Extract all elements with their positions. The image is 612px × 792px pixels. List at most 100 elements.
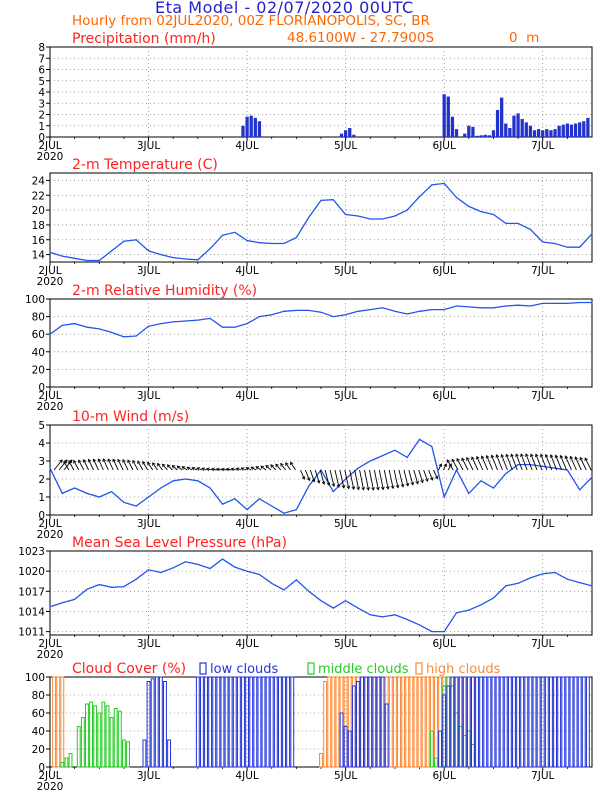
- wind-arrow: [122, 459, 129, 471]
- wind-arrow-head: [132, 459, 136, 464]
- cloud-bar: [528, 676, 533, 768]
- wind-arrow: [442, 463, 447, 471]
- precip-bar: [524, 122, 528, 137]
- wind-arrow: [491, 455, 498, 471]
- wind-arrow-head: [341, 484, 346, 489]
- data-point: [147, 569, 150, 571]
- wind-arrow-head: [456, 458, 460, 462]
- data-point: [74, 323, 76, 325]
- wind-arrow: [481, 455, 489, 471]
- y-tick-label: 7: [38, 53, 45, 65]
- data-point: [147, 496, 150, 498]
- x-tick-label: 2JUL: [38, 140, 61, 152]
- data-point: [381, 455, 384, 457]
- chart-subtitle: Hourly from 02JUL2020, 00Z FLORIANOPOLIS…: [72, 13, 430, 29]
- cloud-bar: [532, 676, 537, 768]
- y-tick-label: 20: [32, 744, 45, 756]
- x-tick-label: 4JUL: [235, 518, 258, 530]
- data-point: [295, 309, 297, 312]
- data-point: [591, 301, 593, 304]
- data-point: [61, 255, 63, 257]
- cloud-bar: [64, 757, 69, 768]
- data-point: [455, 196, 458, 199]
- cloud-bar: [76, 726, 81, 768]
- wind-arrow: [171, 465, 178, 471]
- wind-arrow: [216, 468, 222, 471]
- wind-arrow-head: [171, 464, 176, 469]
- cloud-bar: [380, 676, 385, 768]
- y-tick-label: 1: [38, 492, 45, 504]
- wind-arrow: [63, 461, 70, 471]
- precip-bar: [454, 129, 459, 137]
- data-point: [431, 631, 433, 633]
- data-point: [369, 218, 371, 220]
- wind-arrow: [428, 469, 433, 481]
- wind-arrow: [231, 468, 237, 471]
- wind-arrow-head: [476, 455, 480, 460]
- cloud-bar: [356, 681, 360, 768]
- y-tick-label: 1011: [18, 627, 45, 639]
- cloud-bar: [401, 676, 406, 768]
- wind-arrow: [300, 469, 305, 480]
- wind-arrow-head: [446, 459, 451, 463]
- data-point: [172, 321, 174, 323]
- wind-arrow-head: [400, 483, 405, 488]
- wind-arrow-head: [361, 486, 365, 491]
- wind-arrow: [520, 453, 528, 471]
- wind-arrow: [147, 461, 154, 471]
- panel-frame: [49, 550, 593, 636]
- data-point: [591, 585, 593, 587]
- data-point: [98, 584, 100, 586]
- x-tick-label: 6JUL: [433, 265, 456, 277]
- data-point: [184, 320, 187, 322]
- wind-arrow: [319, 469, 325, 485]
- precip-bar: [549, 130, 553, 137]
- wind-arrow: [285, 462, 291, 471]
- x-tick-label: 7JUL: [531, 390, 554, 402]
- cloud-bar: [429, 730, 434, 768]
- data-point: [579, 246, 581, 248]
- precip-bar: [561, 124, 565, 137]
- cloud-bar: [368, 676, 373, 768]
- wind-arrow-head: [584, 457, 588, 462]
- data-point: [455, 305, 458, 307]
- wind-arrow-head: [371, 487, 375, 491]
- data-point: [246, 509, 248, 511]
- wind-arrow: [510, 454, 518, 471]
- wind-arrow-head: [220, 467, 225, 472]
- wind-arrow-head: [196, 467, 200, 471]
- y-tick-label: 4: [38, 438, 45, 450]
- cloud-bar: [167, 739, 172, 768]
- data-point: [246, 239, 248, 242]
- wind-arrow-head: [376, 486, 380, 491]
- wind-arrow: [270, 464, 277, 471]
- precip-bar: [471, 126, 475, 137]
- cloud-bar: [212, 676, 217, 768]
- data-point: [98, 259, 100, 262]
- wind-arrow: [413, 469, 419, 484]
- wind-arrow-head: [425, 478, 429, 483]
- wind-arrow-head: [505, 453, 509, 458]
- data-point: [505, 222, 507, 225]
- cloud-bar: [97, 712, 102, 768]
- cloud-bar: [158, 676, 163, 768]
- precip-bar: [508, 128, 512, 137]
- wind-arrow: [68, 460, 75, 471]
- cloud-bar: [520, 676, 525, 768]
- y-tick-label: 1014: [18, 606, 45, 618]
- wind-arrow: [167, 464, 173, 471]
- data-point: [271, 505, 273, 507]
- wind-arrow-head: [117, 458, 121, 463]
- wind-arrow: [107, 458, 114, 471]
- y-tick-label: 40: [32, 347, 45, 359]
- wind-arrow-head: [420, 479, 424, 484]
- data-point: [418, 624, 421, 626]
- y-tick-label: 80: [32, 312, 45, 324]
- cloud-bar: [257, 676, 262, 768]
- data-point: [418, 310, 421, 312]
- precip-bar: [463, 133, 467, 137]
- x-tick-label: 5JUL: [334, 390, 357, 402]
- precip-bar: [257, 121, 262, 137]
- wind-arrow: [93, 458, 99, 471]
- data-point: [542, 302, 544, 304]
